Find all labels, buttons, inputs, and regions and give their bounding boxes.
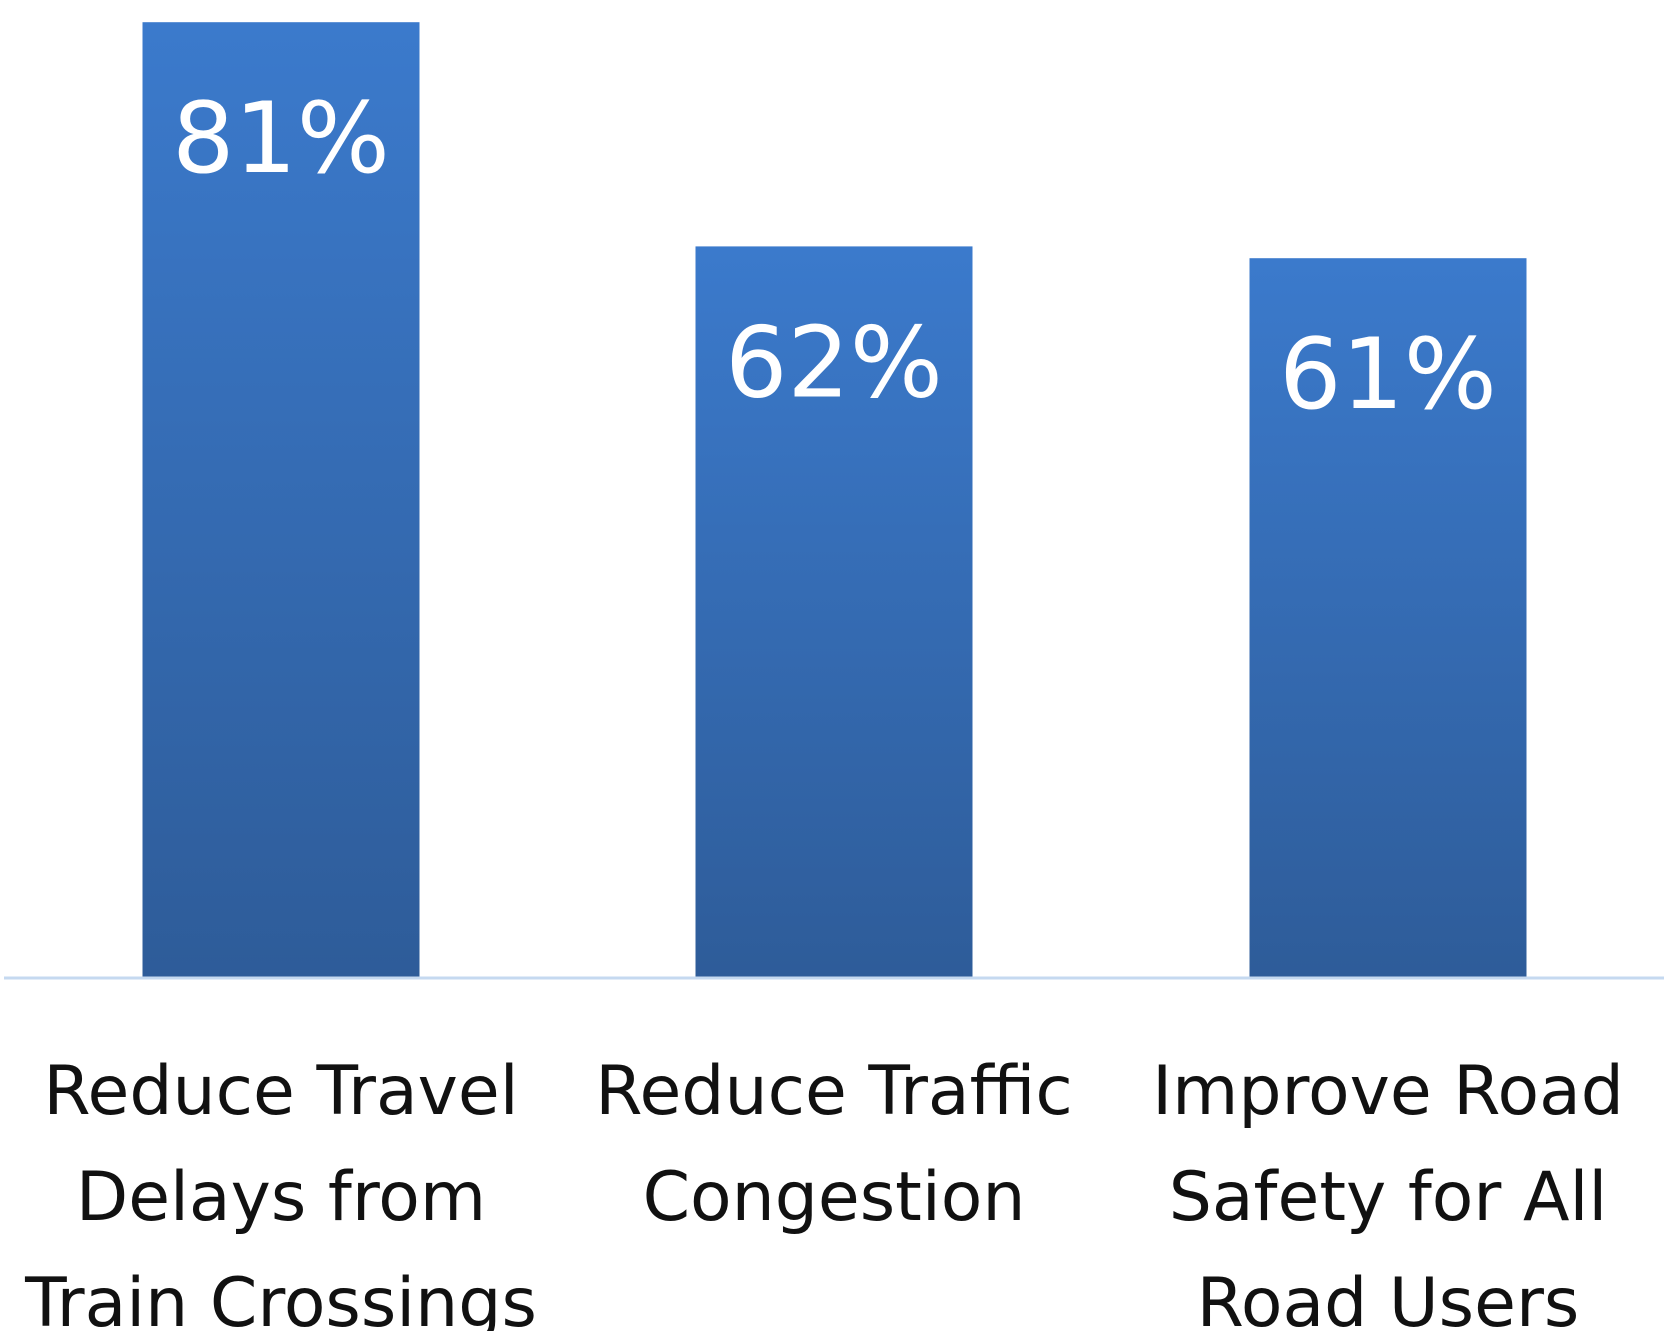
data-label-3: 61% [1279,318,1497,432]
data-label-2: 62% [725,306,943,420]
category-label-3-line-2: Safety for All [1169,1158,1608,1237]
bar-2 [695,246,973,978]
data-label-1: 81% [172,82,390,196]
category-label-1-line-2: Delays from [76,1158,486,1237]
category-labels-group: Reduce Travel Delays from Train Crossings R… [24,1052,1624,1331]
category-label-2-line-2: Congestion [643,1158,1026,1237]
bar-3 [1249,258,1527,978]
category-label-3-line-1: Improve Road [1152,1052,1624,1131]
data-labels-group: 81% 62% 61% [172,82,1497,432]
category-label-1-line-3: Train Crossings [24,1264,537,1331]
bars-group [142,22,1527,978]
category-label-2-line-1: Reduce Traffic [595,1052,1072,1131]
bar-1 [142,22,420,978]
category-label-1-line-1: Reduce Travel [43,1052,518,1131]
category-label-3-line-3: Road Users [1197,1264,1580,1331]
